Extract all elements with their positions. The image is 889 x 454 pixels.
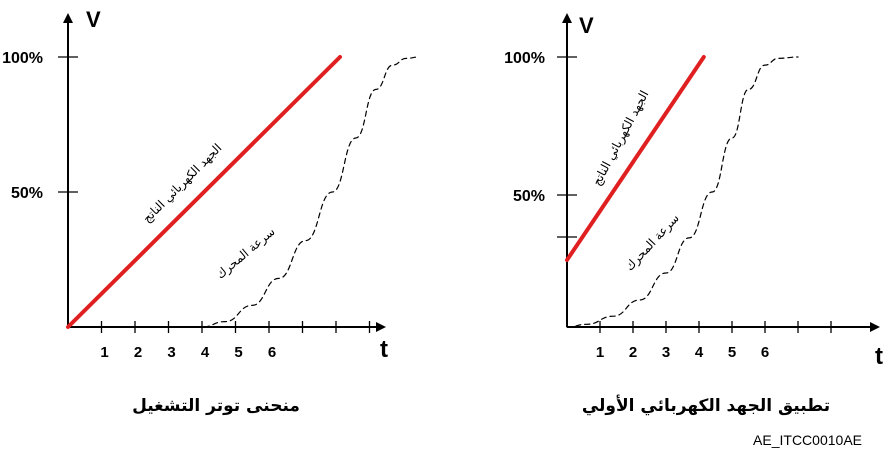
speed-series-line (167, 56, 421, 328)
x-tick-label: 6 (761, 344, 769, 361)
chart-starting-voltage-curve: V t 1 2 3 4 5 650%100% الجهد الكهربائي الناتج… (2, 7, 421, 416)
x-tick-label: 5 (728, 344, 736, 361)
tick-marks: 1 2 3 4 5 6 50% 100% (2, 50, 371, 361)
x-tick-label: 1 (596, 344, 604, 361)
x-tick-label: 3 (167, 344, 175, 361)
chart-caption: تطبيق الجهد الكهربائي الأولي (582, 395, 830, 416)
x-axis-label: t (380, 336, 388, 363)
x-tick-label: 2 (629, 344, 637, 361)
y-tick-label: 100% (2, 50, 43, 67)
y-axis-label: V (86, 7, 101, 32)
x-tick-label: 6 (268, 344, 276, 361)
y-tick-label: 100% (504, 50, 545, 67)
y-axis-label: V (579, 13, 594, 38)
series-group (565, 55, 799, 328)
speed-series-line (566, 56, 799, 328)
x-tick-label: 5 (234, 344, 242, 361)
x-tick-label: 4 (695, 344, 704, 361)
speed-curve-label: سرعة المحرك (622, 211, 682, 274)
chart-initial-voltage-application: V t 1 2 3 4 5 6 50% 100% الجهد الكهربائي الناتج… (504, 13, 883, 416)
x-tick-label: 3 (662, 344, 670, 361)
figure-code: AE_ITCC0010AE (753, 432, 862, 448)
y-tick-label: 50% (513, 188, 545, 205)
x-tick-label: 1 (100, 344, 108, 361)
x-tick-label: 2 (134, 344, 142, 361)
x-tick-label: 4 (201, 344, 210, 361)
voltage-curve-label: الجهد الكهربائي الناتج (589, 88, 652, 188)
voltage-series-line (66, 55, 342, 329)
voltage-series-line (565, 55, 706, 262)
series-group (66, 55, 421, 329)
x-axis-label: t (875, 343, 883, 370)
y-tick-label: 50% (11, 185, 43, 202)
chart-caption: منحنى توتر التشغيل (132, 396, 300, 416)
tick-marks: 1 2 3 4 5 6 50% 100% (504, 50, 832, 361)
speed-curve-label: سرعة المحرك (213, 224, 278, 282)
